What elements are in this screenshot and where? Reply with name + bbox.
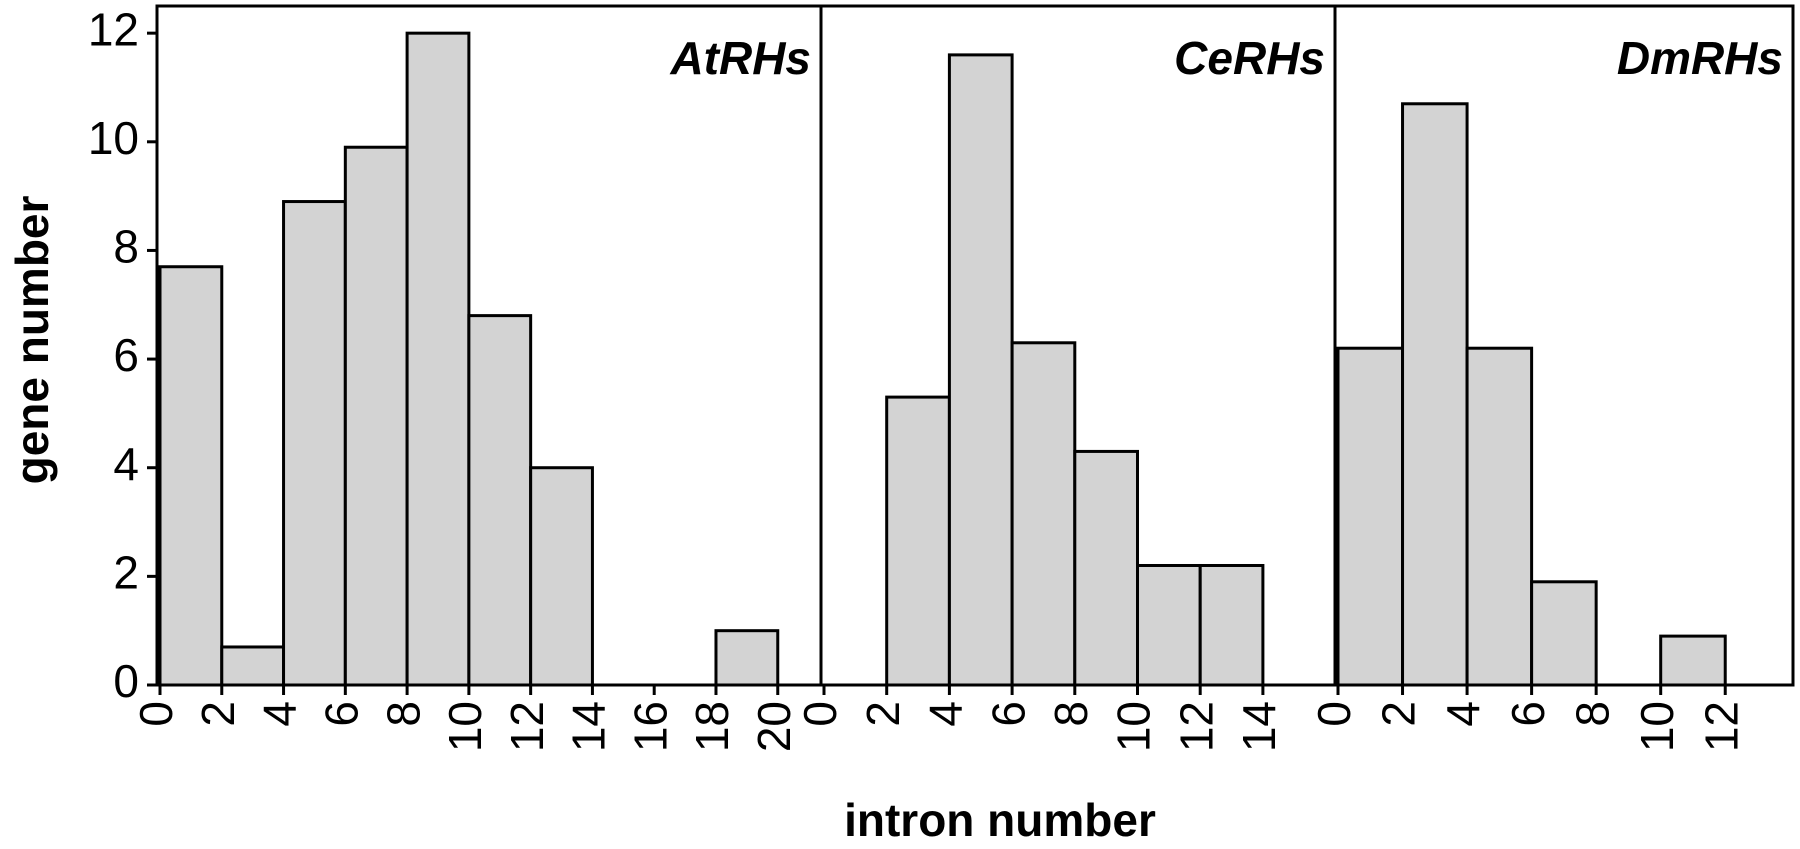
bar: [467, 314, 533, 687]
y-axis-label: gene number: [6, 195, 58, 484]
x-tick-label: 20: [748, 701, 800, 752]
bar: [1198, 563, 1265, 687]
panel-title: DmRHs: [1617, 32, 1783, 84]
y-tick-label: 8: [113, 221, 139, 273]
x-tick-label: 6: [982, 701, 1034, 727]
x-tick-label: 0: [794, 701, 846, 727]
x-tick-label: 2: [1373, 701, 1425, 727]
bar: [158, 265, 224, 687]
panel-title: CeRHs: [1174, 32, 1325, 84]
bar: [1010, 341, 1077, 687]
y-tick-label: 2: [113, 547, 139, 599]
bar: [1336, 346, 1405, 687]
bar: [1465, 346, 1534, 687]
bar: [405, 31, 471, 687]
x-tick-label: 2: [857, 701, 909, 727]
x-tick-label: 10: [439, 701, 491, 752]
x-tick-label: 0: [130, 701, 182, 727]
bar: [343, 145, 409, 687]
x-tick-label: 4: [1437, 701, 1489, 727]
bar: [947, 53, 1014, 687]
bar: [1135, 563, 1202, 687]
bar: [1073, 449, 1139, 687]
y-tick-label: 10: [88, 112, 139, 164]
y-tick-label: 4: [113, 438, 139, 490]
bar: [714, 629, 780, 687]
y-tick-label: 6: [113, 329, 139, 381]
x-tick-label: 10: [1631, 701, 1683, 752]
bar: [529, 466, 594, 687]
x-tick-label: 4: [254, 701, 306, 727]
x-tick-label: 18: [686, 701, 738, 752]
panel-frame: [1333, 4, 1795, 687]
bar: [1530, 580, 1598, 687]
x-tick-label: 12: [1695, 701, 1747, 752]
x-tick-label: 12: [1170, 701, 1222, 752]
bar: [1401, 102, 1469, 687]
y-tick-label: 12: [88, 3, 139, 55]
x-tick-label: 0: [1308, 701, 1360, 727]
bar: [220, 645, 286, 687]
x-axis-label: intron number: [844, 794, 1156, 846]
x-tick-label: 6: [1502, 701, 1554, 727]
y-tick-label: 0: [113, 655, 139, 707]
x-tick-label: 2: [192, 701, 244, 727]
panel-title: AtRHs: [669, 32, 811, 84]
x-tick-label: 14: [563, 701, 615, 752]
x-tick-label: 8: [1045, 701, 1097, 727]
x-tick-label: 12: [501, 701, 553, 752]
bar: [1659, 634, 1727, 687]
bar: [885, 395, 951, 687]
x-tick-label: 16: [624, 701, 676, 752]
x-tick-label: 4: [920, 701, 972, 727]
x-tick-label: 8: [1566, 701, 1618, 727]
x-tick-label: 8: [377, 701, 429, 727]
x-tick-label: 10: [1108, 701, 1160, 752]
x-tick-label: 6: [315, 701, 367, 727]
bar: [282, 200, 347, 687]
x-tick-label: 14: [1233, 701, 1285, 752]
